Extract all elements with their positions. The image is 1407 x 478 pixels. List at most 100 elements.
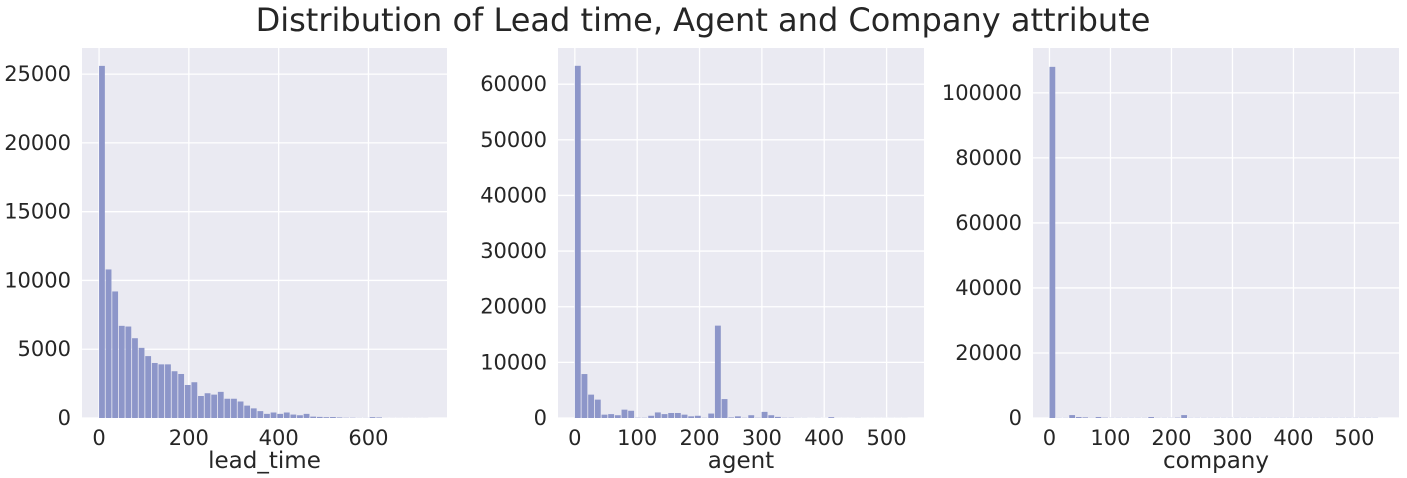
histogram-bar bbox=[1069, 415, 1076, 418]
histogram-bar bbox=[138, 347, 145, 418]
histogram-bar bbox=[112, 291, 119, 418]
histogram-bar bbox=[574, 65, 581, 419]
histogram-bar bbox=[674, 412, 681, 418]
histogram-bar bbox=[184, 384, 191, 418]
x-tick-label: 200 bbox=[679, 426, 719, 450]
histogram-bar bbox=[774, 416, 781, 418]
histogram-panels: 0 200 400 6000500010000150002000025000lead_… bbox=[4, 48, 1399, 474]
histogram-bar bbox=[748, 415, 755, 418]
histogram-bar bbox=[158, 364, 165, 418]
histogram-bar bbox=[244, 405, 251, 418]
histogram-bar bbox=[270, 412, 277, 418]
histogram-bar bbox=[581, 374, 588, 418]
y-tick-label: 60000 bbox=[480, 72, 547, 96]
histogram-bar bbox=[264, 413, 270, 418]
y-tick-label: 25000 bbox=[4, 62, 71, 86]
x-tick-label: 400 bbox=[804, 426, 844, 450]
y-tick-label: 5000 bbox=[18, 337, 71, 361]
x-tick-label: 200 bbox=[1151, 426, 1191, 450]
histogram-bar bbox=[376, 417, 383, 418]
histogram-bar bbox=[734, 416, 741, 418]
y-tick-label: 15000 bbox=[4, 200, 71, 224]
histogram-bar bbox=[708, 413, 715, 418]
x-tick-label: 100 bbox=[1090, 426, 1130, 450]
y-tick-label: 40000 bbox=[955, 276, 1022, 300]
histogram-bar bbox=[316, 416, 323, 418]
x-tick-label: 300 bbox=[1212, 426, 1252, 450]
histogram-bar bbox=[198, 395, 204, 418]
x-axis-label: lead_time bbox=[208, 448, 321, 474]
y-tick-label: 50000 bbox=[480, 128, 547, 152]
histogram-bar bbox=[290, 414, 297, 418]
histogram-bar bbox=[105, 269, 112, 418]
histogram-bar bbox=[654, 412, 661, 418]
histogram-bar bbox=[204, 393, 211, 418]
histogram-bar bbox=[828, 417, 835, 418]
histogram-bar bbox=[297, 415, 303, 418]
histogram-bar bbox=[668, 412, 675, 418]
histogram-bar bbox=[323, 417, 330, 418]
histogram-bar bbox=[303, 413, 310, 418]
histogram-bar bbox=[661, 414, 668, 418]
histogram-bar bbox=[99, 65, 105, 418]
y-tick-label: 0 bbox=[1009, 406, 1022, 430]
histogram-bar bbox=[601, 414, 608, 418]
y-tick-label: 60000 bbox=[955, 211, 1022, 235]
x-tick-label: 0 bbox=[92, 426, 105, 450]
histogram-bar bbox=[165, 364, 171, 418]
y-tick-label: 30000 bbox=[480, 239, 547, 263]
histogram-bar bbox=[118, 325, 125, 418]
panel-lead-time: 0 200 400 600 0 5000 10000 15000 20000 25000 lead_… bbox=[4, 48, 447, 474]
x-tick-label: 400 bbox=[1273, 426, 1313, 450]
histogram-bar bbox=[648, 415, 655, 418]
histogram-bar bbox=[608, 414, 615, 418]
histogram-bar bbox=[1095, 417, 1102, 418]
histogram-bar bbox=[145, 356, 152, 418]
histogram-bar bbox=[714, 325, 721, 418]
histogram-bar bbox=[171, 371, 178, 418]
histogram-bar bbox=[694, 415, 701, 418]
x-tick-label: 400 bbox=[259, 426, 299, 450]
histogram-bar bbox=[721, 399, 728, 418]
histogram-bar bbox=[310, 416, 317, 418]
y-tick-label: 100000 bbox=[942, 81, 1022, 105]
histogram-bar bbox=[151, 362, 158, 418]
histogram-bar bbox=[688, 416, 695, 418]
x-tick-label: 500 bbox=[1334, 426, 1374, 450]
histogram-bar bbox=[681, 414, 688, 418]
histogram-bar bbox=[1049, 66, 1056, 419]
histogram-bar bbox=[237, 401, 244, 418]
histogram-bar bbox=[621, 409, 628, 418]
y-tick-label: 40000 bbox=[480, 183, 547, 207]
y-tick-label: 80000 bbox=[955, 146, 1022, 170]
histogram-bar bbox=[132, 338, 138, 418]
histogram-bar bbox=[768, 415, 775, 418]
y-tick-label: 20000 bbox=[955, 341, 1022, 365]
x-tick-label: 600 bbox=[348, 426, 388, 450]
histogram-bar bbox=[250, 408, 257, 418]
x-tick-label: 100 bbox=[617, 426, 657, 450]
histogram-bar bbox=[1082, 417, 1089, 418]
histogram-bar bbox=[191, 382, 198, 418]
histogram-bar bbox=[594, 399, 601, 418]
histogram-bar bbox=[728, 417, 735, 418]
histogram-bar bbox=[761, 411, 768, 418]
y-tick-label: 10000 bbox=[480, 350, 547, 374]
histogram-bar bbox=[369, 417, 376, 418]
histogram-bar bbox=[1148, 417, 1155, 418]
x-axis-label: agent bbox=[708, 448, 774, 474]
x-tick-label: 0 bbox=[568, 426, 581, 450]
y-tick-label: 20000 bbox=[480, 295, 547, 319]
x-tick-label: 500 bbox=[867, 426, 907, 450]
histogram-bar bbox=[257, 411, 264, 418]
histogram-bar bbox=[330, 417, 336, 418]
histogram-bar bbox=[211, 394, 218, 418]
histogram-bar bbox=[1181, 415, 1188, 418]
histogram-bar bbox=[628, 410, 635, 418]
histogram-bar bbox=[224, 398, 231, 418]
histogram-bar bbox=[178, 373, 185, 418]
x-axis-label: company bbox=[1163, 448, 1269, 474]
histogram-bar bbox=[217, 391, 224, 418]
histogram-bar bbox=[231, 398, 237, 418]
